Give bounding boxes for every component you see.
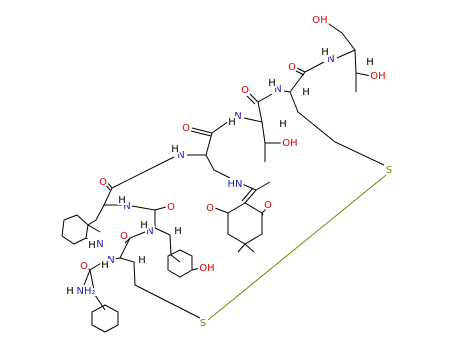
atom-label: N bbox=[327, 54, 334, 65]
atom-label: H bbox=[279, 119, 287, 130]
atom-label: H bbox=[302, 87, 310, 98]
bonds bbox=[61, 21, 387, 333]
atom-label: OH bbox=[282, 138, 297, 149]
atom-label: HN bbox=[228, 179, 243, 190]
atom-label: H bbox=[101, 260, 109, 271]
atom-label: N bbox=[177, 150, 184, 161]
atom-label: H bbox=[171, 144, 179, 155]
atom-label: NH₂ bbox=[76, 286, 95, 297]
atom-label: O bbox=[288, 62, 296, 73]
atom-label: H bbox=[321, 47, 329, 58]
atom-label: O bbox=[264, 200, 272, 211]
atom-label: O bbox=[99, 177, 107, 188]
atom-label: H bbox=[140, 220, 148, 231]
atom-label: H bbox=[66, 286, 74, 297]
atom-label: H bbox=[138, 255, 146, 266]
atom-labels: OH N H O H OH N H O H N H H O OH N H S O… bbox=[64, 13, 394, 331]
atom-label: N bbox=[123, 201, 130, 212]
atom-label: N bbox=[234, 111, 241, 122]
atom-label: H bbox=[174, 226, 182, 237]
atom-label: OH bbox=[199, 263, 214, 274]
atom-label: N bbox=[146, 226, 153, 237]
atom-label: O bbox=[241, 85, 249, 96]
atom-label: H bbox=[268, 78, 276, 89]
atom-label: O bbox=[206, 203, 214, 214]
atom-label: H bbox=[228, 117, 236, 128]
atom-label: H bbox=[118, 195, 126, 206]
atom-label: S bbox=[200, 318, 206, 329]
atom-label: H bbox=[366, 57, 374, 68]
atom-label: N bbox=[107, 255, 114, 266]
atom-label: N bbox=[274, 84, 281, 95]
atom-label: S bbox=[386, 165, 392, 176]
atom-label: OH bbox=[312, 15, 327, 26]
atom-label: O bbox=[182, 123, 190, 134]
atom-label: N bbox=[96, 239, 103, 250]
atom-label: H bbox=[88, 240, 96, 251]
atom-label: O bbox=[167, 202, 175, 213]
atom-label: O bbox=[120, 231, 128, 242]
atom-label: OH bbox=[370, 71, 385, 82]
atom-label: O bbox=[80, 261, 88, 272]
